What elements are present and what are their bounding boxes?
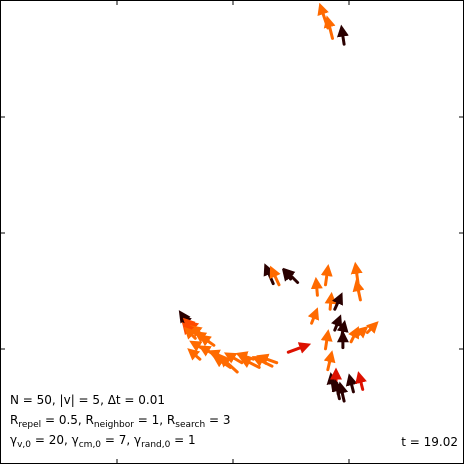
r-search-symbol: R bbox=[167, 413, 175, 427]
gamma-cm-subscript: cm,0 bbox=[79, 440, 102, 450]
agent-arrow bbox=[184, 326, 197, 340]
agent-arrow bbox=[331, 379, 344, 401]
r-neighbor-symbol: R bbox=[86, 413, 94, 427]
agent-arrow bbox=[323, 15, 336, 40]
gamma-rand-value: = 1 bbox=[170, 433, 195, 447]
gamma-cm-symbol: γ bbox=[72, 433, 79, 447]
agent-arrow bbox=[281, 268, 295, 282]
agent-arrow bbox=[263, 263, 275, 286]
agent-arrow bbox=[365, 321, 379, 334]
agent-arrow bbox=[320, 264, 333, 287]
agent-arrow bbox=[352, 279, 365, 302]
agent-arrows bbox=[178, 2, 379, 403]
agent-arrow bbox=[187, 348, 202, 361]
agent-arrow bbox=[269, 265, 281, 287]
agent-arrow bbox=[345, 373, 358, 394]
r-repel-value: = 0.5, bbox=[41, 413, 85, 427]
r-neighbor-value: = 1, bbox=[134, 413, 167, 427]
gamma-v-symbol: γ bbox=[10, 433, 17, 447]
agent-arrow bbox=[198, 334, 216, 347]
params-line-3: γv,0 = 20, γcm,0 = 7, γrand,0 = 1 bbox=[10, 433, 196, 450]
r-repel-subscript: repel bbox=[18, 420, 41, 430]
agent-arrow bbox=[307, 307, 320, 325]
gamma-v-subscript: v,0 bbox=[17, 440, 31, 450]
agent-arrow bbox=[336, 24, 349, 46]
agent-arrow bbox=[332, 292, 343, 311]
agent-arrow bbox=[320, 329, 333, 351]
agent-arrow bbox=[355, 371, 367, 391]
gamma-rand-subscript: rand,0 bbox=[141, 440, 170, 450]
agent-arrow bbox=[256, 353, 279, 366]
agent-arrow bbox=[286, 342, 312, 354]
r-search-subscript: search bbox=[175, 420, 205, 430]
r-neighbor-subscript: neighbor bbox=[94, 420, 134, 430]
agent-arrow bbox=[355, 326, 369, 339]
params-line-2: Rrepel = 0.5, Rneighbor = 1, Rsearch = 3 bbox=[10, 413, 231, 430]
agent-arrow bbox=[310, 276, 323, 297]
r-repel-symbol: R bbox=[10, 413, 18, 427]
gamma-rand-symbol: γ bbox=[134, 433, 141, 447]
params-line-1: N = 50, |v| = 5, Δt = 0.01 bbox=[10, 393, 165, 407]
gamma-v-value: = 20, bbox=[31, 433, 72, 447]
agent-arrow bbox=[324, 291, 337, 311]
agent-arrow bbox=[323, 350, 336, 372]
gamma-cm-value: = 7, bbox=[101, 433, 134, 447]
r-search-value: = 3 bbox=[205, 413, 230, 427]
time-readout: t = 19.02 bbox=[401, 435, 458, 449]
agent-arrow bbox=[212, 355, 232, 369]
